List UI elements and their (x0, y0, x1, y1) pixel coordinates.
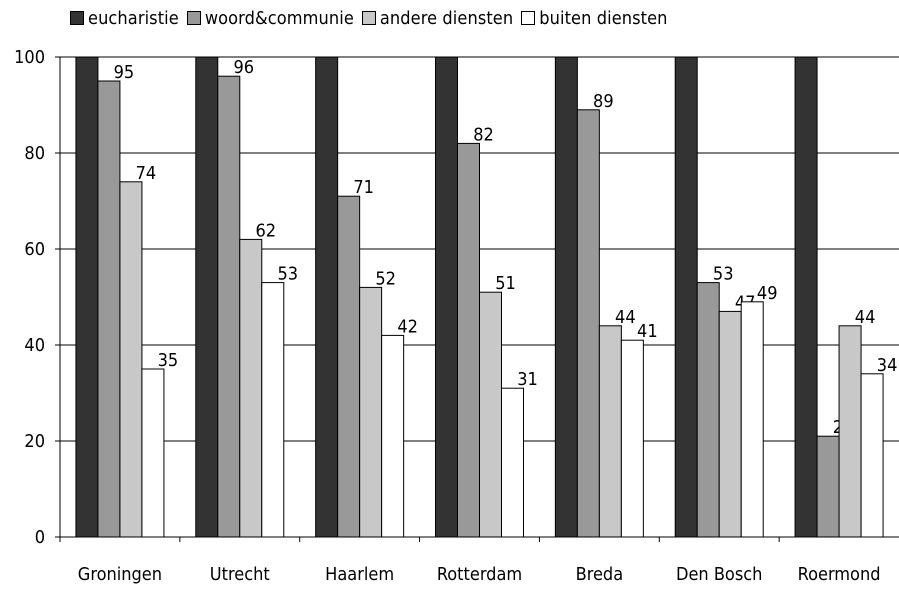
legend-label-woord-communie: woord&communie (204, 7, 354, 29)
bar-den-bosch-andere-diensten (718, 310, 742, 538)
bar-haarlem-buiten-diensten (381, 334, 405, 538)
data-label-groningen-andere-diensten: 74 (136, 163, 157, 184)
bar-breda-andere-diensten (598, 325, 622, 538)
bar-rotterdam-andere-diensten (479, 291, 502, 538)
bar-roermond-buiten-diensten (860, 373, 884, 538)
y-tick-label-20: 20 (24, 431, 45, 452)
bar-den-bosch-buiten-diensten (740, 301, 764, 538)
data-label-breda-woord-communie: 89 (593, 91, 614, 112)
legend-label-buiten-diensten: buiten diensten (539, 7, 668, 29)
x-tick-label-groningen: Groningen (78, 564, 162, 585)
bar-breda-woord-communie (576, 109, 600, 538)
chart-legend: eucharistie woord&communie andere dienst… (70, 4, 670, 32)
bar-groningen-buiten-diensten (141, 368, 165, 538)
data-label-rotterdam-buiten-diensten: 31 (517, 369, 538, 390)
legend-item-woord-communie: woord&communie (186, 7, 354, 29)
bar-roermond-andere-diensten (838, 325, 862, 538)
y-tick-label-100: 100 (14, 47, 45, 68)
data-label-haarlem-andere-diensten: 52 (375, 268, 396, 289)
legend-label-andere-diensten: andere diensten (379, 7, 514, 29)
bar-groningen-woord-communie (97, 80, 121, 538)
data-label-groningen-buiten-diensten: 35 (158, 350, 179, 371)
bar-haarlem-woord-communie (337, 195, 361, 538)
legend-swatch-woord-communie (186, 11, 201, 25)
bar-roermond-woord-communie (816, 435, 840, 538)
y-tick-label-60: 60 (24, 239, 45, 260)
data-label-breda-andere-diensten: 44 (615, 307, 636, 328)
legend-swatch-eucharistie (70, 11, 84, 25)
bar-rotterdam-eucharistie (435, 56, 458, 538)
data-label-roermond-andere-diensten: 44 (855, 307, 876, 328)
bar-roermond-eucharistie (794, 56, 818, 538)
data-label-roermond-buiten-diensten: 34 (877, 355, 898, 376)
data-label-rotterdam-andere-diensten: 51 (495, 273, 516, 294)
data-label-den-bosch-buiten-diensten: 49 (757, 283, 778, 304)
bar-haarlem-andere-diensten (359, 286, 383, 538)
y-tick-label-40: 40 (24, 335, 45, 356)
bar-utrecht-eucharistie (195, 56, 219, 538)
bar-den-bosch-woord-communie (696, 282, 720, 538)
data-label-breda-buiten-diensten: 41 (637, 321, 658, 342)
legend-item-buiten-diensten: buiten diensten (521, 8, 667, 29)
data-label-rotterdam-woord-communie: 82 (473, 124, 494, 145)
x-tick-label-breda: Breda (576, 564, 624, 585)
legend-swatch-andere-diensten (361, 11, 376, 25)
data-label-utrecht-andere-diensten: 62 (255, 220, 276, 241)
bar-rotterdam-buiten-diensten (501, 387, 524, 538)
x-tick-label-den-bosch: Den Bosch (676, 564, 762, 585)
bar-den-bosch-eucharistie (674, 56, 698, 538)
legend-swatch-buiten-diensten (521, 11, 536, 25)
y-tick-label-0: 0 (35, 527, 45, 548)
bar-breda-eucharistie (554, 56, 578, 538)
bar-rotterdam-woord-communie (457, 142, 480, 538)
bar-haarlem-eucharistie (315, 56, 339, 538)
legend-label-eucharistie: eucharistie (88, 7, 179, 29)
bar-utrecht-buiten-diensten (261, 282, 285, 538)
bar-groningen-eucharistie (75, 56, 99, 538)
data-label-utrecht-woord-communie: 96 (233, 57, 254, 78)
data-label-den-bosch-woord-communie: 53 (713, 264, 734, 285)
data-label-groningen-woord-communie: 95 (114, 62, 135, 83)
x-tick-label-roermond: Roermond (798, 564, 881, 585)
x-tick-label-haarlem: Haarlem (325, 564, 394, 585)
legend-item-eucharistie: eucharistie (70, 8, 179, 29)
bar-breda-buiten-diensten (620, 339, 644, 538)
bar-utrecht-woord-communie (217, 75, 241, 538)
data-label-haarlem-buiten-diensten: 42 (397, 316, 418, 337)
y-tick-label-80: 80 (24, 143, 45, 164)
bar-utrecht-andere-diensten (239, 238, 263, 538)
data-label-utrecht-buiten-diensten: 53 (277, 264, 298, 285)
bar-groningen-andere-diensten (119, 181, 143, 538)
x-tick-label-utrecht: Utrecht (210, 564, 270, 585)
legend-item-andere-diensten: andere diensten (361, 7, 514, 29)
data-label-haarlem-woord-communie: 71 (353, 177, 374, 198)
x-tick-label-rotterdam: Rotterdam (437, 564, 522, 585)
